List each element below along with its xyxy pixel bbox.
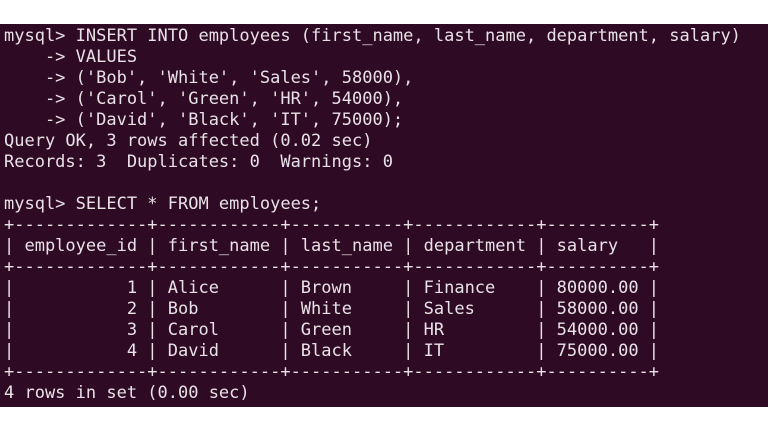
table-row: | 1 | Alice | Brown | Finance | 80000.00… xyxy=(4,278,660,298)
table-border: +-------------+------------+-----------+… xyxy=(4,215,660,235)
table-border: +-------------+------------+-----------+… xyxy=(4,362,660,382)
command-line: mysql> INSERT INTO employees (first_name… xyxy=(4,26,741,46)
output-line: -> ('Carol', 'Green', 'HR', 54000), xyxy=(4,89,404,109)
output-line: -> ('Bob', 'White', 'Sales', 58000), xyxy=(4,68,414,88)
terminal-window[interactable]: mysql> INSERT INTO employees (first_name… xyxy=(0,24,768,407)
output-line: Records: 3 Duplicates: 0 Warnings: 0 xyxy=(4,152,393,172)
command-line: mysql> SELECT * FROM employees; xyxy=(4,194,322,214)
table-border: +-------------+------------+-----------+… xyxy=(4,257,660,277)
output-line: -> ('David', 'Black', 'IT', 75000); xyxy=(4,110,404,130)
output-line: -> VALUES xyxy=(4,47,138,67)
terminal-output: mysql> INSERT INTO employees (first_name… xyxy=(4,26,741,404)
table-header: | employee_id | first_name | last_name |… xyxy=(4,236,660,256)
output-line: 4 rows in set (0.00 sec) xyxy=(4,383,250,403)
output-line: Query OK, 3 rows affected (0.02 sec) xyxy=(4,131,373,151)
table-row: | 2 | Bob | White | Sales | 58000.00 | xyxy=(4,299,660,319)
table-row: | 3 | Carol | Green | HR | 54000.00 | xyxy=(4,320,660,340)
output-line xyxy=(4,173,741,194)
table-row: | 4 | David | Black | IT | 75000.00 | xyxy=(4,341,660,361)
